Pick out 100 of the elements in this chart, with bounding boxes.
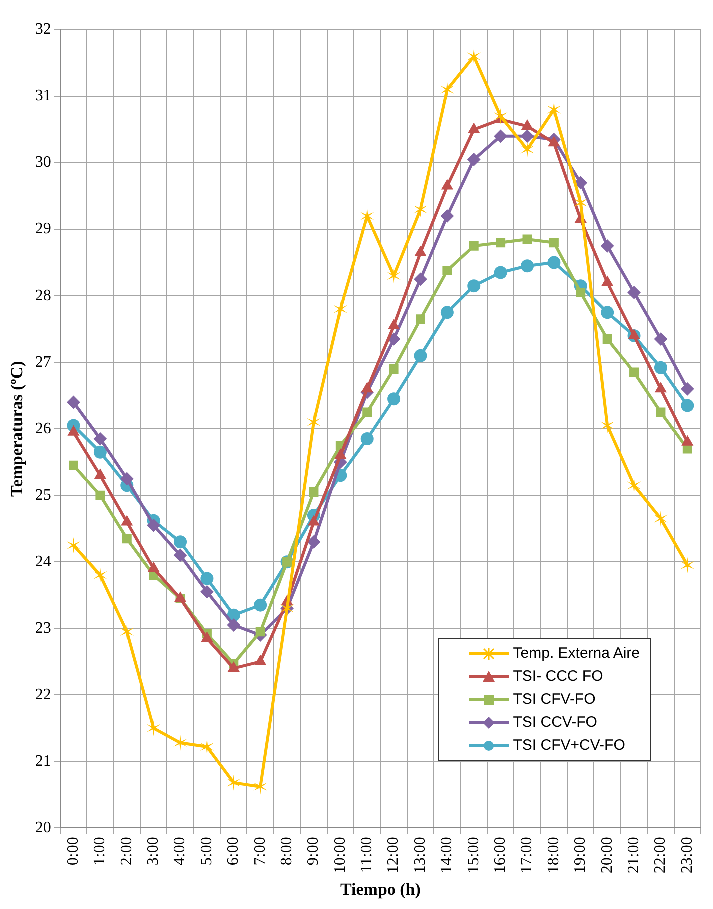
x-tick-label: 12:00 [385,837,402,874]
x-tick-label: 14:00 [438,837,456,874]
point [308,516,320,526]
point [440,82,454,98]
point [628,329,640,340]
point [548,256,561,270]
legend-label: TSI CFV-FO [513,690,596,710]
point [682,436,694,446]
legend-label: TSI CFV+CV-FO [513,736,626,756]
legend-label: TSI- CCC FO [513,667,604,688]
point [309,488,319,498]
y-tick-label: 24 [35,553,52,570]
x-tick-label: 2:00 [118,837,136,866]
point [628,286,641,300]
x-tick-label: 19:00 [572,837,590,874]
point [549,238,559,248]
x-tick-label: 18:00 [545,837,562,874]
x-tick-label: 10:00 [332,837,349,874]
y-tick-label: 27 [35,354,52,371]
x-tick-label: 16:00 [492,837,510,874]
point [522,234,532,244]
point [576,288,586,298]
point [334,449,346,460]
point [467,48,482,65]
point [122,534,132,544]
point [68,426,80,436]
point [494,130,508,143]
point [468,153,481,166]
point [654,361,668,374]
point [226,774,241,791]
point [440,210,454,223]
point [655,382,667,393]
x-tick-label: 5:00 [198,837,216,866]
point [601,240,614,253]
point [468,123,480,134]
point [174,548,188,562]
point [389,364,399,374]
point [66,537,81,554]
legend-label: TSI CCV-FO [513,713,598,734]
point [548,136,560,147]
y-axis-title: Temperaturas (ºC) [8,361,27,497]
x-tick-label: 9:00 [305,837,322,866]
point [360,432,374,446]
x-tick-label: 7:00 [252,837,269,866]
point [442,180,454,190]
x-tick-label: 0:00 [64,837,82,866]
point [601,306,614,320]
point [468,280,481,293]
x-tick-label: 6:00 [225,837,242,866]
y-tick-label: 31 [35,88,52,105]
x-tick-label: 13:00 [412,837,429,874]
x-tick-label: 8:00 [278,837,296,866]
x-tick-label: 11:00 [358,837,376,874]
point [200,739,214,756]
y-tick-label: 29 [35,220,52,238]
point [442,266,452,276]
point [414,349,428,362]
point [69,460,78,470]
point [67,396,80,409]
point [388,332,401,346]
y-tick-label: 22 [35,686,52,704]
point [522,120,534,130]
point [602,276,614,286]
x-tick-label: 23:00 [678,837,696,874]
y-tick-label: 26 [35,420,52,438]
point [200,586,214,599]
point [387,268,401,284]
x-tick-label: 20:00 [598,837,616,874]
y-tick-label: 30 [35,154,52,172]
point [120,472,134,486]
point [547,102,562,118]
point [494,108,508,124]
point [174,536,188,549]
point [388,319,400,330]
point [96,490,106,500]
point [148,562,160,572]
x-tick-label: 21:00 [625,837,642,874]
point [440,306,454,320]
point [94,567,108,584]
point [416,314,426,324]
point [680,557,695,574]
point [414,272,428,286]
point [360,208,374,224]
point [94,469,106,480]
point [494,266,508,280]
point [254,598,268,612]
point [362,382,374,393]
x-tick-label: 4:00 [172,837,189,866]
y-tick-label: 23 [35,620,52,637]
point [627,478,642,494]
point [630,368,640,378]
point [415,246,426,256]
point [388,392,401,406]
point [654,332,668,346]
y-tick-label: 25 [35,486,52,504]
point [656,408,666,418]
point [681,399,694,412]
point [362,408,372,418]
y-tick-label: 20 [35,819,52,836]
x-tick-label: 1:00 [92,837,109,866]
